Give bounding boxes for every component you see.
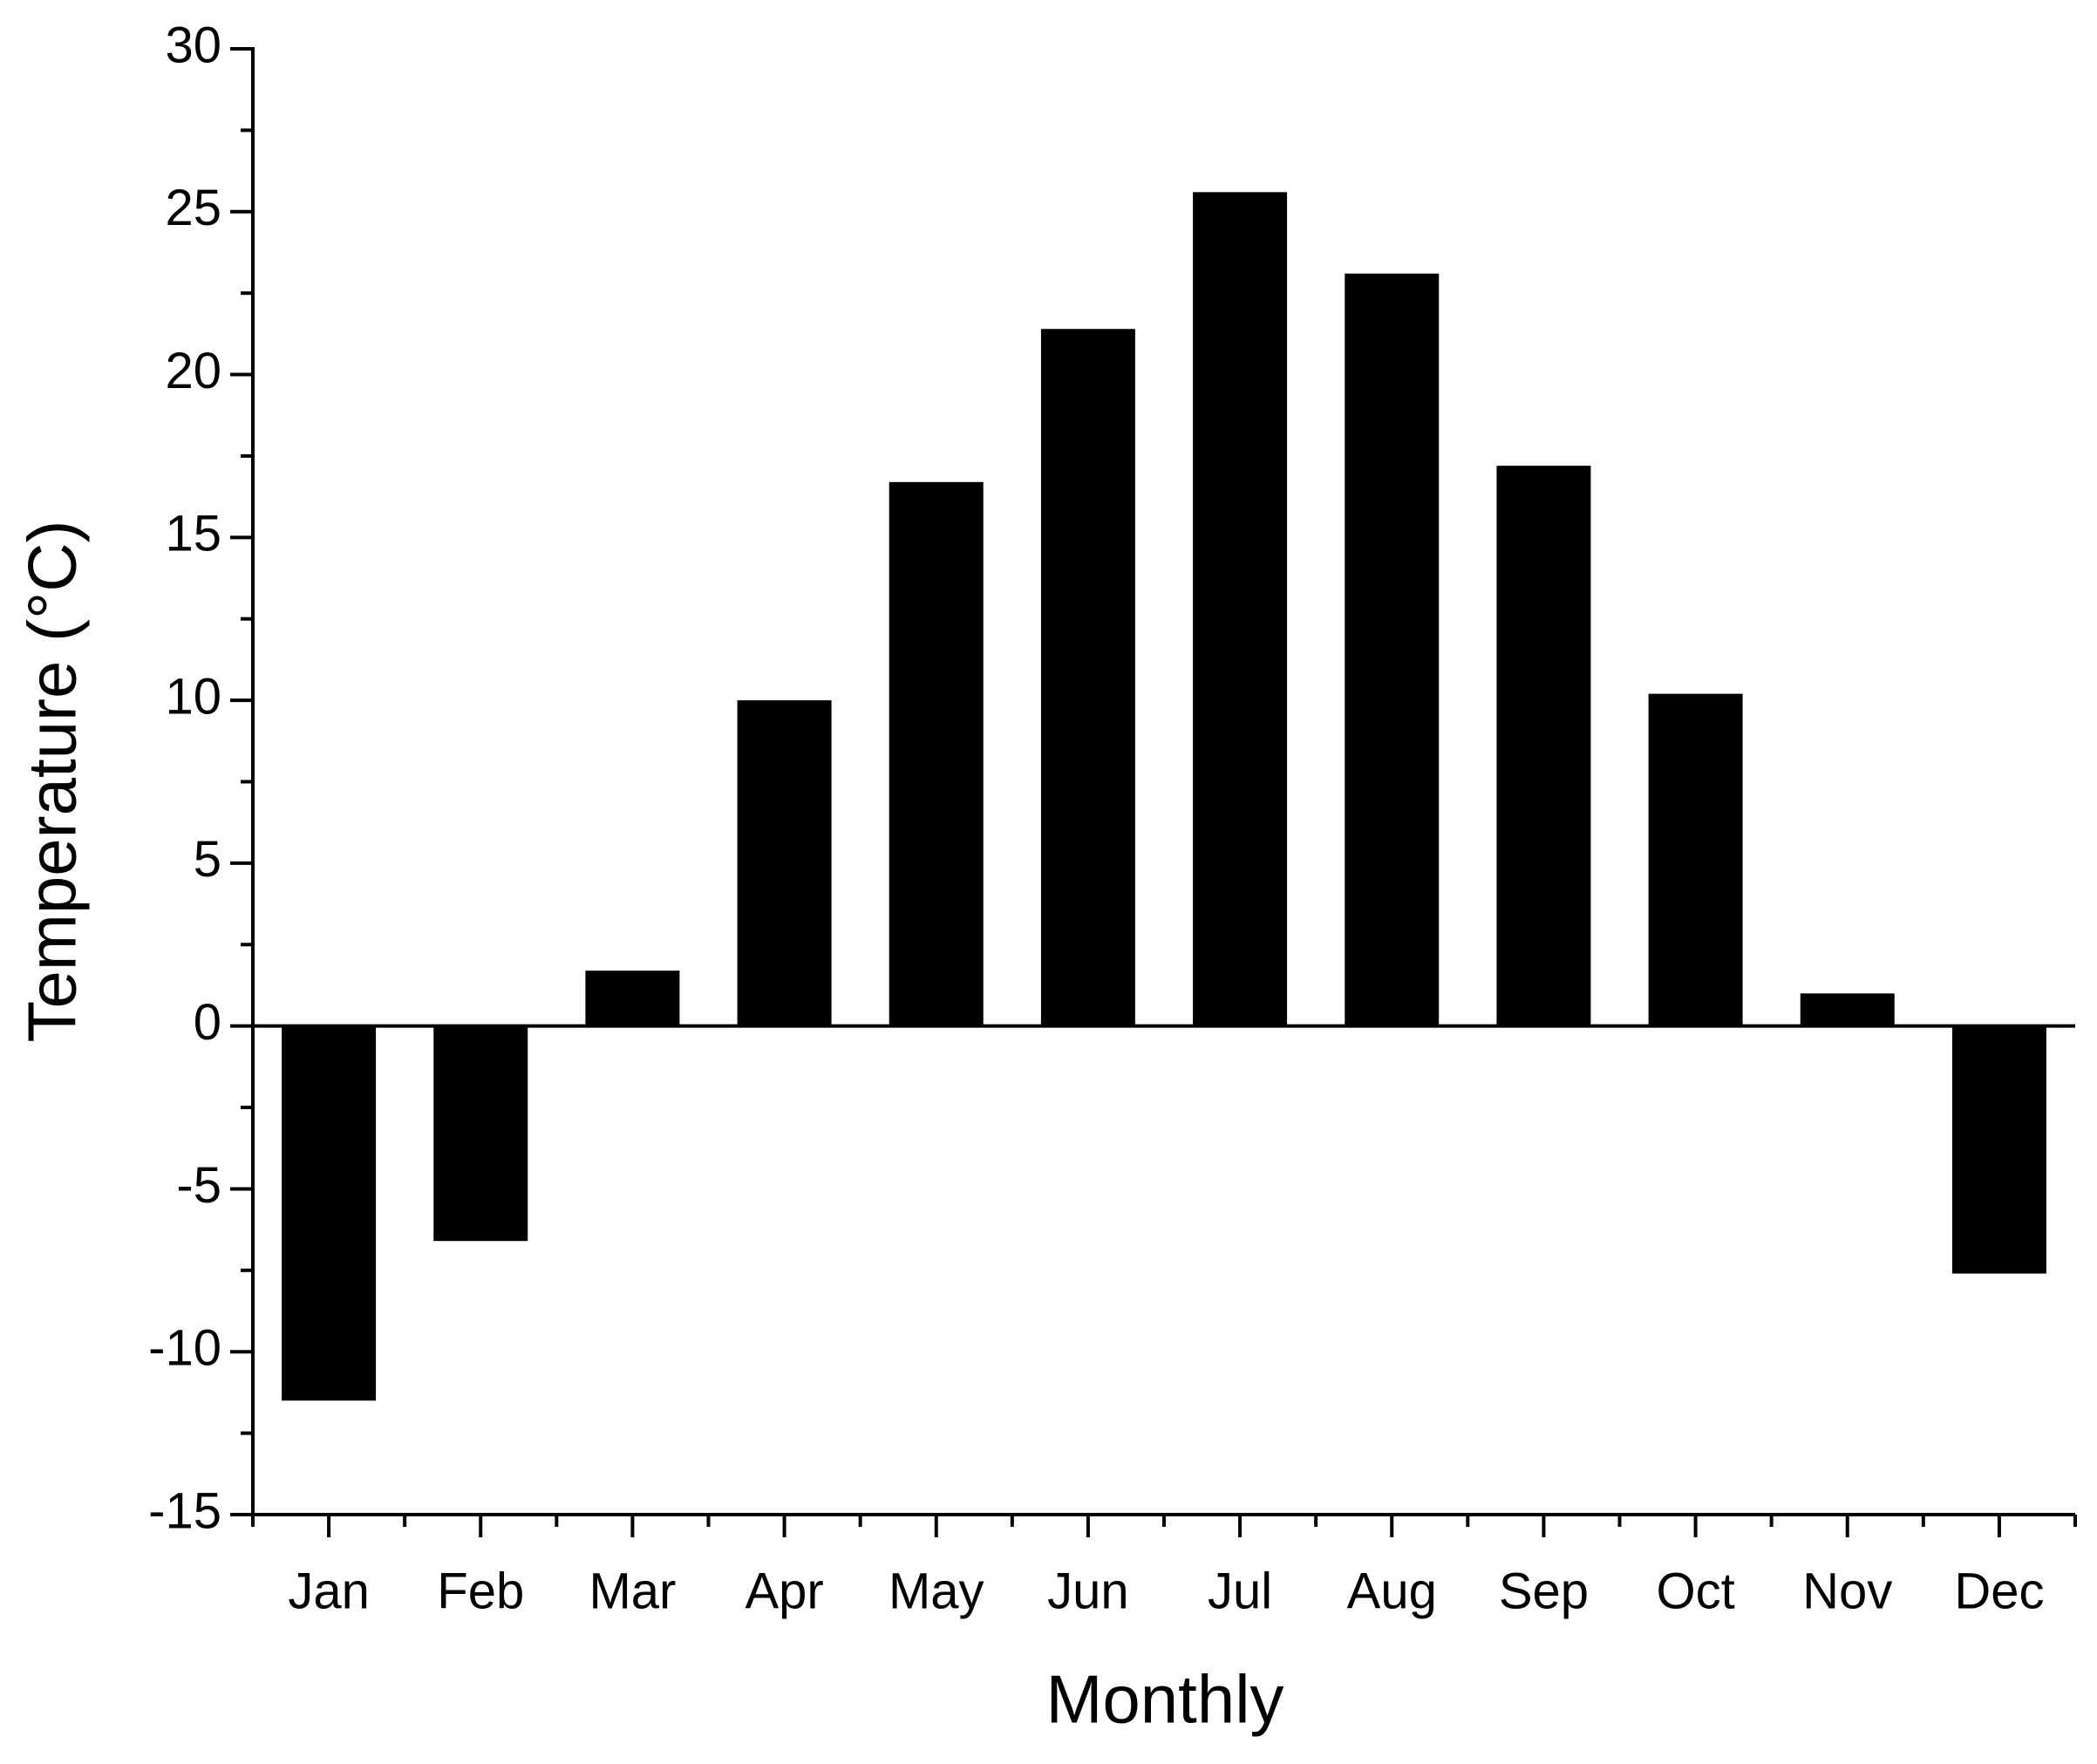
- x-tick-label: Apr: [745, 1563, 823, 1619]
- y-tick-label: 30: [165, 17, 221, 73]
- x-tick-label: Dec: [1954, 1563, 2044, 1619]
- bar: [1040, 329, 1135, 1026]
- x-axis-title: Monthly: [1045, 1661, 1283, 1738]
- y-tick-label: -10: [148, 1320, 221, 1377]
- bar: [1648, 693, 1743, 1026]
- x-tick-label: Nov: [1802, 1563, 1892, 1619]
- bar: [889, 481, 984, 1026]
- bar: [1193, 192, 1288, 1026]
- bar: [737, 700, 832, 1026]
- x-tick-label: Jan: [288, 1563, 370, 1619]
- bar: [433, 1025, 528, 1242]
- y-tick-label: 15: [165, 506, 221, 562]
- bar: [282, 1025, 377, 1401]
- x-tick-label: Jun: [1047, 1563, 1129, 1619]
- bar: [1496, 466, 1591, 1026]
- bar: [1951, 1025, 2046, 1274]
- x-tick-label: Mar: [589, 1563, 676, 1619]
- y-tick-label: -15: [148, 1482, 221, 1539]
- x-tick-label: May: [889, 1563, 984, 1619]
- x-tick-label: Oct: [1656, 1563, 1734, 1619]
- y-tick-label: 25: [165, 180, 221, 236]
- x-tick-label: Feb: [437, 1563, 524, 1619]
- y-tick-label: -5: [176, 1157, 221, 1214]
- bar: [1800, 993, 1895, 1026]
- y-tick-label: 20: [165, 343, 221, 399]
- x-tick-label: Jul: [1208, 1563, 1272, 1619]
- y-tick-label: 5: [194, 831, 221, 888]
- y-tick-label: 0: [194, 994, 221, 1051]
- x-tick-label: Sep: [1499, 1563, 1589, 1619]
- y-tick-label: 10: [165, 668, 221, 725]
- x-tick-label: Aug: [1347, 1563, 1437, 1619]
- bar: [1345, 273, 1440, 1026]
- bar: [585, 971, 680, 1026]
- y-axis-title: Temperature (°C): [14, 520, 91, 1042]
